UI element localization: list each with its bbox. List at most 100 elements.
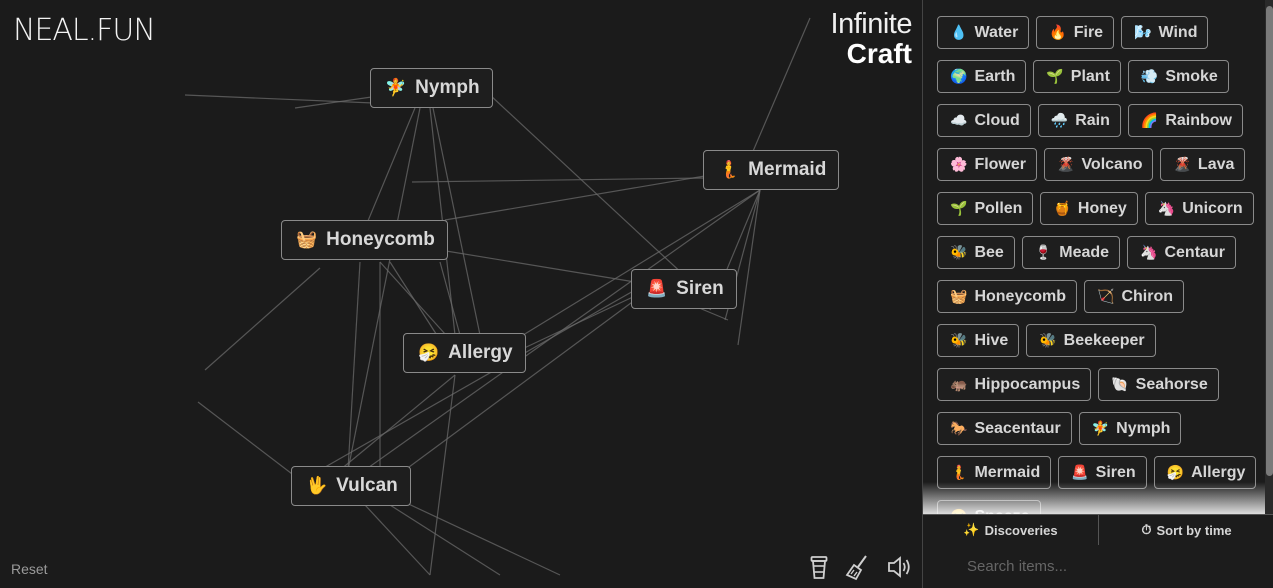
sidebar-item-honeycomb[interactable]: 🧺 Honeycomb xyxy=(937,280,1078,313)
sidebar-item-earth[interactable]: 🌍 Earth xyxy=(937,60,1027,93)
pollen-icon: 🌱 xyxy=(950,200,968,216)
sidebar-item-rain[interactable]: 🌧️ Rain xyxy=(1037,104,1121,137)
sidebar-item-mermaid[interactable]: 🧜 Mermaid xyxy=(937,456,1052,489)
cloud-icon: ☁️ xyxy=(950,112,968,128)
canvas-item-vulcan[interactable]: 🖖 Vulcan xyxy=(291,466,411,506)
sidebar-item-meade[interactable]: 🍷 Meade xyxy=(1021,236,1121,269)
meade-icon: 🍷 xyxy=(1034,244,1053,260)
sidebar-item-label: Siren xyxy=(1095,463,1136,481)
sidebar-item-label: Centaur xyxy=(1164,243,1225,261)
sidebar-item-centaur[interactable]: 🦄 Centaur xyxy=(1127,236,1236,269)
volcano-icon: 🌋 xyxy=(1057,156,1075,172)
canvas-item-label: Siren xyxy=(676,278,724,299)
canvas-item-label: Nymph xyxy=(415,77,480,98)
search-input[interactable] xyxy=(923,545,1273,588)
sidebar-item-plant[interactable]: 🌱 Plant xyxy=(1033,60,1121,93)
canvas-item-label: Vulcan xyxy=(336,475,398,496)
siren-icon: 🚨 xyxy=(1071,464,1089,480)
sidebar-item-lava[interactable]: 🌋 Lava xyxy=(1160,148,1246,181)
plant-icon: 🌱 xyxy=(1046,68,1064,84)
sparkles-icon: ✨ xyxy=(963,522,980,537)
sidebar-item-allergy[interactable]: 🤧 Allergy xyxy=(1153,456,1257,489)
seacentaur-icon: 🐎 xyxy=(950,420,968,436)
rain-icon: 🌧️ xyxy=(1050,112,1069,128)
items-list[interactable]: 💧 Water 🔥 Fire 🌬️ Wind 🌍 Earth 🌱 Plant 💨 Smoke ☁️ Clo… xyxy=(923,0,1265,514)
centaur-icon: 🦄 xyxy=(1140,244,1158,260)
bee-icon: 🐝 xyxy=(950,244,968,260)
flower-icon: 🌸 xyxy=(950,156,968,172)
sidebar-item-label: Unicorn xyxy=(1182,199,1243,217)
smoke-icon: 💨 xyxy=(1140,68,1159,84)
sidebar-item-volcano[interactable]: 🌋 Volcano xyxy=(1044,148,1154,181)
sidebar-item-label: Earth xyxy=(974,67,1016,85)
fairy-icon: 🧚 xyxy=(385,78,407,97)
sidebar-item-unicorn[interactable]: 🦄 Unicorn xyxy=(1144,192,1254,225)
water-icon: 💧 xyxy=(950,24,968,40)
allergy-icon: 🤧 xyxy=(1166,464,1185,480)
sidebar-item-fire[interactable]: 🔥 Fire xyxy=(1036,16,1115,49)
sidebar-item-pollen[interactable]: 🌱 Pollen xyxy=(937,192,1034,225)
sidebar-item-siren[interactable]: 🚨 Siren xyxy=(1058,456,1147,489)
sidebar-item-label: Chiron xyxy=(1121,287,1173,305)
discoveries-tab-label: Discoveries xyxy=(984,522,1058,538)
sidebar-item-label: Smoke xyxy=(1165,67,1218,85)
sidebar-item-smoke[interactable]: 💨 Smoke xyxy=(1127,60,1229,93)
mermaid-icon: 🧜 xyxy=(718,160,740,179)
nymph-icon: 🧚 xyxy=(1091,420,1110,436)
sidebar-item-label: Meade xyxy=(1059,243,1110,261)
canvas-item-siren[interactable]: 🚨 Siren xyxy=(631,269,737,309)
sidebar-item-hive[interactable]: 🐝 Hive xyxy=(937,324,1020,357)
brand-line-1: Infinite xyxy=(830,8,913,40)
wind-icon: 🌬️ xyxy=(1134,24,1152,40)
stopwatch-icon: ⏱ xyxy=(1141,522,1152,537)
sidebar-item-label: Cloud xyxy=(974,111,1020,129)
sidebar-item-wind[interactable]: 🌬️ Wind xyxy=(1121,16,1209,49)
canvas-item-label: Honeycomb xyxy=(326,229,435,250)
seahorse-icon: 🐚 xyxy=(1111,376,1129,392)
earth-icon: 🌍 xyxy=(950,68,968,84)
sidebar-item-hippocampus[interactable]: 🦛 Hippocampus xyxy=(937,368,1092,401)
sidebar-item-seahorse[interactable]: 🐚 Seahorse xyxy=(1098,368,1219,401)
broom-icon[interactable] xyxy=(844,553,872,581)
coffee-cup-icon[interactable] xyxy=(805,553,833,581)
sidebar-item-bee[interactable]: 🐝 Bee xyxy=(937,236,1015,269)
sidebar-item-label: Rainbow xyxy=(1165,111,1232,129)
honey-icon: 🍯 xyxy=(1053,200,1071,216)
sidebar-item-label: Rain xyxy=(1075,111,1110,129)
sidebar-item-sneeze[interactable]: 🤧Sneeze xyxy=(937,500,1041,514)
sidebar-item-seacentaur[interactable]: 🐎 Seacentaur xyxy=(937,412,1072,445)
sidebar-item-label: Seacentaur xyxy=(974,419,1061,437)
speaker-icon[interactable] xyxy=(885,553,913,581)
craft-canvas[interactable]: NEAL.FUN Infinite Craft 🧚 Nymph 🧜 Mermai… xyxy=(0,0,922,588)
sidebar-item-water[interactable]: 💧 Water xyxy=(937,16,1030,49)
items-sidebar: 💧 Water 🔥 Fire 🌬️ Wind 🌍 Earth 🌱 Plant 💨 Smoke ☁️ Clo… xyxy=(922,0,1273,588)
sort-by-time-tab[interactable]: ⏱ Sort by time xyxy=(1098,515,1273,545)
sidebar-item-label: Wind xyxy=(1158,23,1198,41)
sidebar-item-label: Hippocampus xyxy=(974,375,1081,393)
sort-tab-label: Sort by time xyxy=(1156,522,1232,538)
scrollbar-thumb[interactable] xyxy=(1266,6,1273,476)
items-scrollbar[interactable] xyxy=(1265,0,1273,514)
sidebar-item-label: Mermaid xyxy=(974,463,1041,481)
sidebar-item-beekeeper[interactable]: 🐝 Beekeeper xyxy=(1026,324,1156,357)
sidebar-item-label: Bee xyxy=(974,243,1004,261)
canvas-item-mermaid[interactable]: 🧜 Mermaid xyxy=(703,150,840,190)
sidebar-item-cloud[interactable]: ☁️ Cloud xyxy=(937,104,1031,137)
honeycomb-icon: 🧺 xyxy=(950,288,968,304)
sneezing-face-icon: 🤧 xyxy=(418,343,440,362)
canvas-item-nymph[interactable]: 🧚 Nymph xyxy=(370,68,493,108)
sidebar-item-chiron[interactable]: 🏹 Chiron xyxy=(1084,280,1184,313)
sidebar-item-flower[interactable]: 🌸 Flower xyxy=(937,148,1037,181)
canvas-item-allergy[interactable]: 🤧 Allergy xyxy=(403,333,526,373)
sidebar-item-rainbow[interactable]: 🌈 Rainbow xyxy=(1127,104,1243,137)
reset-button[interactable]: Reset xyxy=(11,561,48,577)
sidebar-item-nymph[interactable]: 🧚 Nymph xyxy=(1078,412,1182,445)
sidebar-item-label: Beekeeper xyxy=(1063,331,1145,349)
sidebar-item-label: Honeycomb xyxy=(974,287,1067,305)
sidebar-item-honey[interactable]: 🍯 Honey xyxy=(1040,192,1138,225)
canvas-item-honeycomb[interactable]: 🧺 Honeycomb xyxy=(281,220,448,260)
sidebar-item-label: Fire xyxy=(1073,23,1104,41)
neal-fun-logo[interactable]: NEAL.FUN xyxy=(13,13,156,48)
discoveries-tab[interactable]: ✨ Discoveries xyxy=(923,515,1098,545)
fire-icon: 🔥 xyxy=(1049,24,1067,40)
